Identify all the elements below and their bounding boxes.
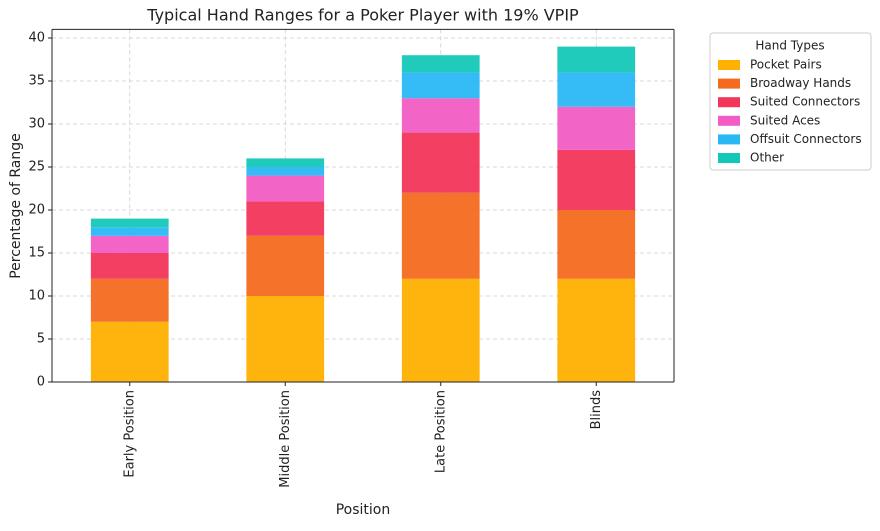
bar-segment xyxy=(557,106,636,150)
x-tick-label: Middle Position xyxy=(278,390,293,488)
y-tick-label: 5 xyxy=(37,332,45,347)
bar-segment xyxy=(246,201,325,236)
legend-label: Broadway Hands xyxy=(750,76,851,90)
x-tick-label: Early Position xyxy=(122,390,137,478)
legend-label: Offsuit Connectors xyxy=(750,132,862,146)
bar-segment xyxy=(557,46,636,73)
legend-swatch xyxy=(718,115,740,126)
legend-swatch xyxy=(718,60,740,70)
x-tick-label: Late Position xyxy=(433,390,448,473)
bar-segment xyxy=(557,72,636,107)
bar-segment xyxy=(557,210,636,279)
legend-label: Pocket Pairs xyxy=(750,58,822,72)
bar-segment xyxy=(557,149,636,210)
legend-swatch xyxy=(718,153,740,163)
y-tick-label: 20 xyxy=(28,203,45,218)
bar-segment xyxy=(90,235,169,253)
bar-segment xyxy=(401,278,480,382)
y-tick-label: 0 xyxy=(37,375,45,390)
bar-segment xyxy=(90,253,169,279)
legend-swatch xyxy=(718,134,740,145)
y-axis-label: Percentage of Range xyxy=(8,133,24,279)
legend-label: Other xyxy=(750,151,784,165)
legend-box xyxy=(709,32,872,171)
y-tick-label: 40 xyxy=(28,31,45,46)
bar-segment xyxy=(401,132,480,193)
bar-segment xyxy=(246,296,325,382)
y-tick-label: 10 xyxy=(28,289,45,304)
legend-swatch xyxy=(718,78,740,89)
y-tick-label: 15 xyxy=(28,246,45,261)
legend-swatch xyxy=(718,97,740,108)
bar-segment xyxy=(246,158,325,167)
y-tick-label: 35 xyxy=(28,74,45,89)
bar-segment xyxy=(401,98,480,133)
bar-segment xyxy=(401,192,480,279)
bar-segment xyxy=(401,72,480,99)
bar-segment xyxy=(246,175,325,202)
y-tick-label: 25 xyxy=(28,160,45,175)
legend-label: Suited Aces xyxy=(750,113,820,127)
chart-title: Typical Hand Ranges for a Poker Player w… xyxy=(146,6,579,25)
bar-segment xyxy=(90,321,169,382)
legend-label: Suited Connectors xyxy=(750,95,860,109)
y-tick-label: 30 xyxy=(28,117,45,132)
bar-segment xyxy=(557,278,636,382)
bar-segment xyxy=(401,55,480,73)
bar-segment xyxy=(246,235,325,296)
bar-segment xyxy=(90,218,169,228)
bar-segment xyxy=(246,167,325,176)
bar-segment xyxy=(90,278,169,322)
x-axis-label: Position xyxy=(336,502,391,518)
x-tick-label: Blinds xyxy=(589,390,604,430)
bar-segment xyxy=(90,227,169,236)
legend-title: Hand Types xyxy=(755,39,824,53)
